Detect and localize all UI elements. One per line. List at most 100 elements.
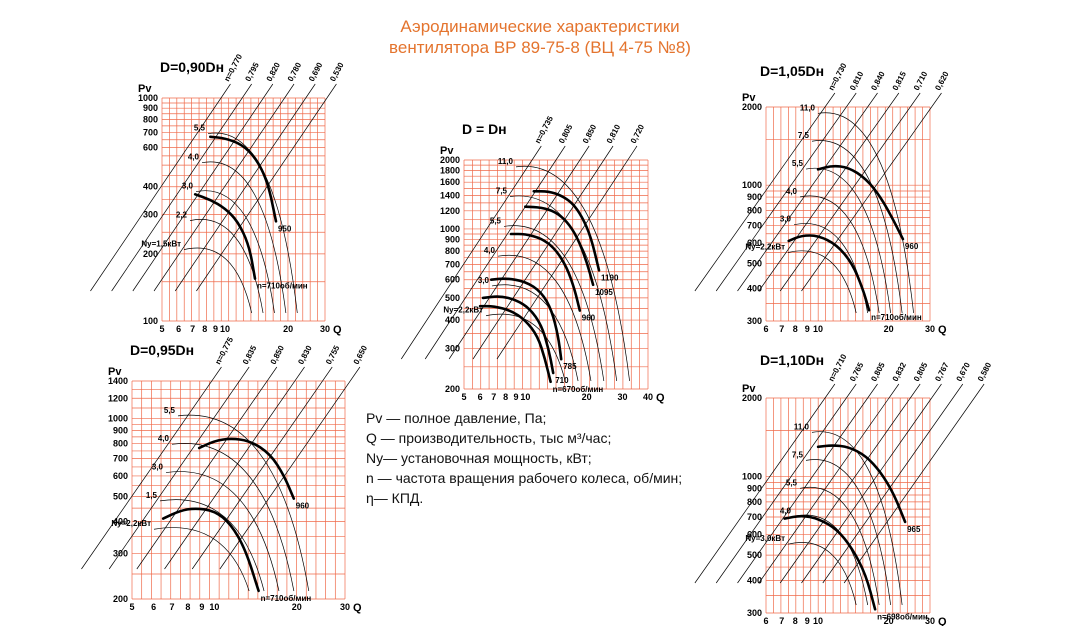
efficiency-ray <box>801 383 942 584</box>
performance-curve <box>524 205 595 287</box>
y-tick-label: 800 <box>143 115 158 125</box>
curve-label: n=710об/мин <box>871 313 922 322</box>
performance-curve <box>816 444 907 524</box>
y-tick-label: 600 <box>143 142 158 152</box>
x-tick-label: 6 <box>176 324 181 334</box>
x-tick-label: 8 <box>503 392 508 402</box>
x-tick-label: 30 <box>340 602 350 612</box>
y-axis-label: Pv <box>440 145 454 157</box>
chart-title: D=1,05Dн <box>760 63 824 79</box>
y-tick-label: 1000 <box>108 414 128 424</box>
power-label: Ny=2,2кВт <box>745 243 785 252</box>
legend-ny: Ny— установочная мощность, кВт; <box>366 450 592 466</box>
y-tick-label: 1600 <box>440 177 460 187</box>
power-arc <box>171 443 295 592</box>
power-label: 4,0 <box>188 153 200 162</box>
efficiency-ray <box>822 383 964 584</box>
curve-label: 950 <box>278 224 292 233</box>
y-tick-label: 900 <box>445 234 460 244</box>
x-axis-label: Q <box>656 392 665 404</box>
x-tick-label: 8 <box>185 602 190 612</box>
x-tick-label: 5 <box>461 392 466 402</box>
efficiency-label: 0,830 <box>296 344 314 366</box>
power-label: 5,5 <box>786 478 798 487</box>
efficiency-label: 0,690 <box>307 61 325 83</box>
efficiency-ray <box>90 83 231 292</box>
power-arc <box>805 459 891 606</box>
performance-curve <box>193 193 257 280</box>
x-tick-label: 7 <box>779 616 784 626</box>
power-label: 4,0 <box>780 506 792 515</box>
efficiency-ray <box>779 92 921 292</box>
performance-curve <box>509 232 582 312</box>
power-label: 11,0 <box>498 157 514 166</box>
power-label: 3,0 <box>152 463 164 472</box>
x-tick-label: 30 <box>925 616 935 626</box>
x-tick-label: 40 <box>643 392 653 402</box>
power-arc <box>153 527 250 592</box>
performance-curve <box>209 135 278 223</box>
x-tick-label: 20 <box>884 616 894 626</box>
power-label: 5,5 <box>164 406 176 415</box>
power-label: 7,5 <box>496 187 508 196</box>
power-arc <box>799 195 880 314</box>
y-tick-label: 700 <box>113 454 128 464</box>
title-line-1: Аэродинамические характеристики <box>400 17 680 36</box>
efficiency-ray <box>81 366 222 570</box>
efficiency-label: 0,832 <box>891 361 909 383</box>
efficiency-ray <box>472 145 614 360</box>
efficiency-ray <box>758 383 900 584</box>
x-tick-label: 10 <box>220 324 230 334</box>
power-label: Ny=3,0кВт <box>745 534 785 543</box>
curve-label: 785 <box>563 362 577 371</box>
efficiency-label: 0,810 <box>605 123 623 145</box>
y-tick-label: 1200 <box>108 393 128 403</box>
efficiency-ray <box>111 83 252 292</box>
power-label: 7,5 <box>798 131 810 140</box>
power-label: 4,0 <box>786 187 798 196</box>
efficiency-ray <box>758 92 900 292</box>
curve-label: 960 <box>296 502 310 511</box>
legend-q: Q — производительность, тыс м³/час; <box>366 430 612 446</box>
efficiency-label: 0,810 <box>848 70 866 92</box>
efficiency-ray <box>400 145 542 360</box>
power-label: 4,0 <box>158 434 170 443</box>
efficiency-label: 0,720 <box>629 123 647 145</box>
y-tick-label: 700 <box>143 128 158 138</box>
efficiency-ray <box>424 145 566 360</box>
x-tick-label: 30 <box>618 392 628 402</box>
performance-curve <box>787 234 871 312</box>
efficiency-ray <box>779 383 921 584</box>
curve-label: n=710об/мин <box>261 594 312 603</box>
y-tick-label: 400 <box>747 575 762 585</box>
x-axis-label: Q <box>938 616 947 626</box>
y-tick-label: 400 <box>747 284 762 294</box>
power-arc <box>799 486 880 606</box>
efficiency-label: 0,580 <box>976 361 994 383</box>
x-tick-label: 9 <box>514 392 519 402</box>
efficiency-label: 0,850 <box>581 123 599 145</box>
power-label: 7,5 <box>792 450 804 459</box>
efficiency-label: 0,820 <box>265 61 283 83</box>
efficiency-label: n=0,730 <box>827 61 849 92</box>
y-tick-label: 700 <box>445 259 460 269</box>
x-tick-label: 9 <box>805 324 810 334</box>
power-label: 1,5 <box>146 491 158 500</box>
y-tick-label: 100 <box>143 316 158 326</box>
y-tick-label: 200 <box>113 594 128 604</box>
x-axis-label: Q <box>938 324 947 336</box>
x-tick-label: 10 <box>813 324 823 334</box>
power-label: 11,0 <box>794 422 810 431</box>
power-arc <box>817 112 914 314</box>
performance-curve <box>161 507 260 593</box>
power-label: 5,5 <box>194 124 206 133</box>
curve-label: 1095 <box>595 288 613 297</box>
y-tick-label: 600 <box>747 238 762 248</box>
legend-eta: η— КПД. <box>366 490 424 506</box>
power-label: Ny=2,2кВт <box>111 519 151 528</box>
efficiency-ray <box>108 366 250 570</box>
power-arc <box>811 431 903 606</box>
power-arc <box>183 247 252 314</box>
efficiency-label: 0,530 <box>328 61 346 83</box>
